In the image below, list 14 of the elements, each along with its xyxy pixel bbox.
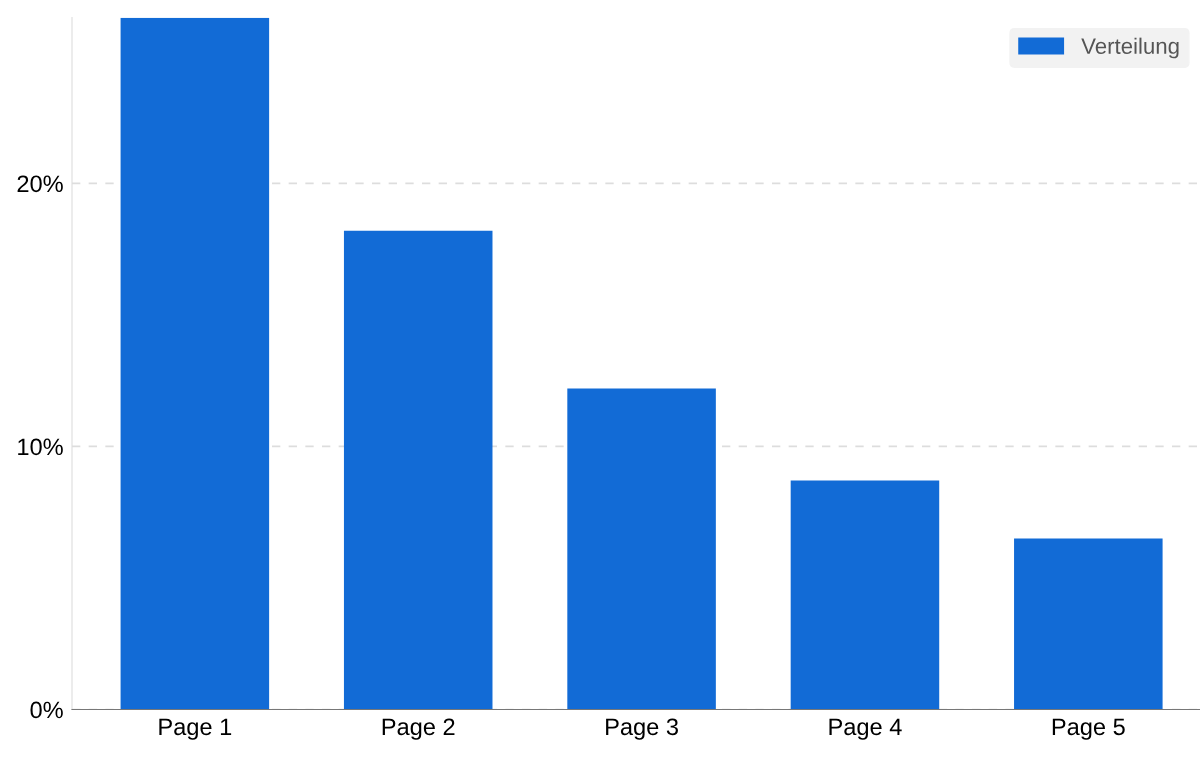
x-tick-label: Page 1 <box>159 718 232 740</box>
y-tick-label: 10% <box>18 438 63 456</box>
x-tick-label: Page 4 <box>829 718 902 740</box>
x-tick-label: Page 3 <box>606 718 678 740</box>
bar <box>790 480 940 710</box>
bar <box>120 17 270 710</box>
legend-label: Verteilung <box>1081 37 1179 59</box>
bar <box>567 388 716 710</box>
y-tick-label: 0% <box>30 701 63 719</box>
bar <box>1014 538 1163 710</box>
x-tick-label: Page 5 <box>1052 718 1125 740</box>
x-tick-label: Page 2 <box>382 718 455 740</box>
bar <box>343 230 493 710</box>
y-tick-label: 20% <box>17 175 63 193</box>
